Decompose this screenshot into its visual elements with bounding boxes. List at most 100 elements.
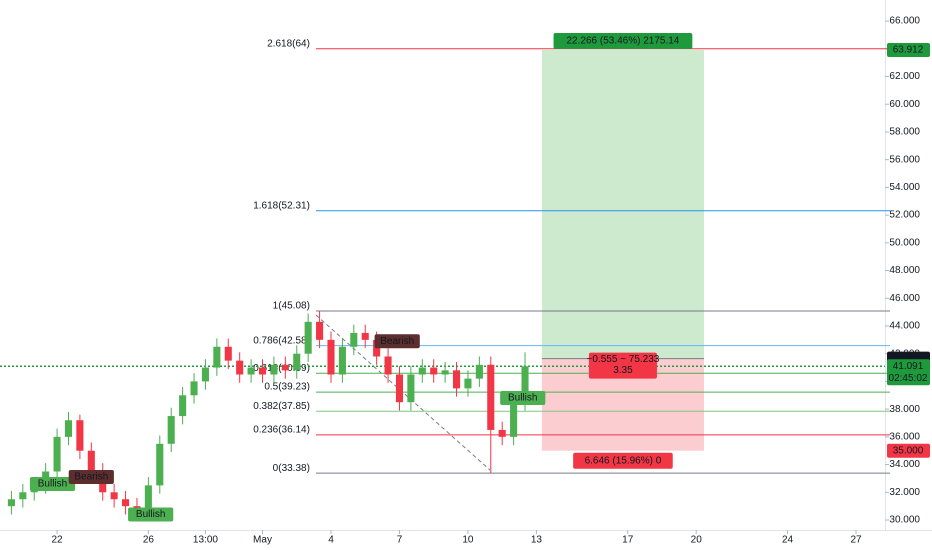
candle-body bbox=[418, 367, 426, 375]
y-tick-label: 66.000 bbox=[889, 16, 920, 27]
x-tick-label: 20 bbox=[691, 535, 703, 546]
candle-body bbox=[281, 364, 289, 371]
signal-flag-text: Bullish bbox=[508, 393, 537, 404]
signal-flag-bg bbox=[500, 391, 546, 406]
last-price-tag: 41.091 bbox=[893, 361, 924, 372]
price-tag: 35.000 bbox=[893, 445, 924, 456]
fib-label: 0.5(39.23) bbox=[264, 382, 310, 393]
x-tick-label: May bbox=[253, 535, 272, 546]
candle-body bbox=[270, 364, 278, 375]
candle-body bbox=[338, 346, 346, 375]
y-tick-label: 58.000 bbox=[889, 127, 920, 138]
signal-flag-bg bbox=[374, 334, 420, 349]
y-tick-label: 62.000 bbox=[889, 71, 920, 82]
candle-body bbox=[236, 360, 244, 375]
price-tag-bg bbox=[887, 43, 930, 58]
candle-body bbox=[213, 346, 221, 368]
signal-flag-bg bbox=[128, 507, 174, 522]
y-tick-label: 60.000 bbox=[889, 99, 920, 110]
info-label: −0.555 ~ 75.233 bbox=[587, 354, 660, 365]
fib-label: 1(45.08) bbox=[273, 301, 310, 312]
y-tick-label: 56.000 bbox=[889, 154, 920, 165]
candle-body bbox=[407, 374, 415, 403]
y-tick-label: 52.000 bbox=[889, 210, 920, 221]
candle-body bbox=[190, 381, 198, 396]
fib-label: 0(33.38) bbox=[273, 463, 310, 474]
candle-body bbox=[453, 370, 461, 389]
signal-flag-bg bbox=[68, 470, 114, 485]
candle-body bbox=[76, 420, 84, 451]
y-tick-label: 30.000 bbox=[889, 515, 920, 526]
x-tick-label: 26 bbox=[143, 535, 155, 546]
target-label: 22.266 (53.46%) 2175.14 bbox=[567, 36, 680, 47]
candle-body bbox=[167, 416, 175, 444]
candle-body bbox=[475, 364, 483, 379]
fib-label: 0.236(36.14) bbox=[253, 425, 310, 436]
candle-body bbox=[179, 395, 187, 417]
candle-body bbox=[258, 367, 267, 375]
y-tick-label: 50.000 bbox=[889, 237, 920, 248]
candle-body bbox=[293, 353, 301, 371]
candle-body bbox=[156, 443, 164, 486]
candle-body bbox=[110, 492, 118, 500]
x-tick-label: 4 bbox=[328, 535, 334, 546]
fib-trend-line bbox=[315, 314, 491, 471]
fib-label: 2.618(64) bbox=[267, 38, 310, 49]
signal-flag: Bearish bbox=[68, 470, 114, 485]
candle-body bbox=[350, 332, 358, 347]
info-label-bg bbox=[588, 352, 657, 379]
signal-flag: Bullish bbox=[500, 391, 546, 406]
candle-body bbox=[201, 367, 209, 382]
fib-label: 1.618(52.31) bbox=[253, 200, 310, 211]
price-tag-bg bbox=[887, 443, 930, 458]
signal-flag: Bearish bbox=[374, 334, 420, 349]
candle-body bbox=[464, 378, 472, 389]
y-tick-label: 54.000 bbox=[889, 182, 920, 193]
candle-body bbox=[7, 499, 15, 507]
signal-flag-text: Bullish bbox=[38, 479, 67, 490]
candle-body bbox=[521, 366, 529, 403]
y-tick-label: 32.000 bbox=[889, 487, 920, 498]
candle-body bbox=[224, 346, 232, 361]
x-tick-label: 13:00 bbox=[193, 535, 218, 546]
candle-body bbox=[327, 339, 335, 375]
x-tick-label: 22 bbox=[52, 535, 64, 546]
target-label-bg bbox=[553, 33, 693, 50]
candle-body bbox=[144, 485, 152, 509]
stop-label: 6.646 (15.96%) 0 bbox=[585, 455, 662, 466]
signal-flag-bg bbox=[29, 476, 76, 491]
price-tag: 63.912 bbox=[893, 45, 924, 56]
candle-body bbox=[122, 499, 130, 507]
candle-body bbox=[304, 321, 312, 354]
candle-body bbox=[441, 370, 449, 375]
last-price-tag-bg bbox=[887, 359, 930, 386]
signal-flag: Bullish bbox=[29, 476, 76, 491]
candle-body bbox=[498, 429, 506, 437]
fib-label: 0.786(42.58) bbox=[253, 335, 310, 346]
y-tick-label: 44.000 bbox=[889, 321, 920, 332]
candle-body bbox=[384, 356, 392, 375]
stop-label-bg bbox=[573, 452, 673, 469]
candle-body bbox=[64, 420, 73, 437]
candle-body bbox=[53, 436, 61, 472]
candle-body bbox=[316, 321, 324, 340]
candle-body bbox=[19, 492, 27, 500]
y-tick-label: 34.000 bbox=[889, 459, 920, 470]
y-tick-label: 38.000 bbox=[889, 404, 920, 415]
signal-flag-text: Bearish bbox=[380, 336, 414, 347]
signal-flag-text: Bearish bbox=[74, 472, 108, 483]
x-tick-label: 13 bbox=[531, 535, 543, 546]
candle-body bbox=[510, 402, 518, 437]
candle-body bbox=[87, 450, 95, 472]
signal-flag-text: Bullish bbox=[136, 509, 165, 520]
candle-body bbox=[247, 367, 255, 375]
y-tick-label: 48.000 bbox=[889, 265, 920, 276]
candle-body bbox=[395, 374, 404, 403]
x-tick-label: 17 bbox=[622, 535, 634, 546]
y-tick-label: 46.000 bbox=[889, 293, 920, 304]
signal-flag: Bullish bbox=[128, 507, 174, 522]
price-tag: 41.646 bbox=[893, 353, 924, 364]
